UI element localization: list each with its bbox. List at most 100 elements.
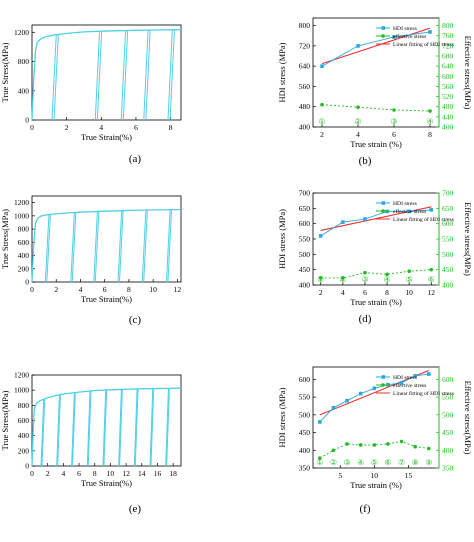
plot-frame bbox=[312, 366, 440, 469]
y-tick-label: 0 bbox=[25, 462, 29, 471]
y-tick-label: 600 bbox=[299, 219, 311, 228]
legend-label: effective stress bbox=[393, 382, 426, 389]
y-tick-label: 700 bbox=[299, 189, 311, 198]
x-tick-label: 12 bbox=[174, 285, 182, 294]
y-tick-label: 0 bbox=[25, 116, 29, 125]
point-index-marker: ④ bbox=[357, 458, 364, 467]
y-tick-label: 1000 bbox=[14, 211, 29, 220]
x-tick-label: 4 bbox=[79, 285, 83, 294]
effective-point bbox=[356, 105, 360, 110]
unload-line bbox=[149, 388, 154, 467]
y2-tick-label: 400 bbox=[442, 446, 454, 455]
y-tick-label: 560 bbox=[299, 82, 311, 91]
reload-line bbox=[169, 29, 175, 121]
legend-label: effective stress bbox=[393, 208, 426, 215]
hdi-point bbox=[341, 220, 345, 224]
point-index-marker: ⑥ bbox=[384, 458, 391, 467]
unload-line bbox=[51, 34, 57, 121]
y2-tick-label: 400 bbox=[442, 123, 454, 132]
effective-point bbox=[320, 102, 324, 107]
x-tick-label: 2 bbox=[319, 288, 323, 297]
y-tick-label: 600 bbox=[299, 375, 311, 384]
y2-axis-label: Effective stress(MPa) bbox=[463, 36, 473, 110]
x-tick-label: 4 bbox=[99, 123, 103, 132]
legend-label: Linear fitting of HDI stress bbox=[393, 216, 454, 223]
panel-d: 2 4 6 8 10 12 400 450 500 550 600 650 700 400 450 500 55… bbox=[277, 189, 473, 326]
y-tick-label: 450 bbox=[299, 428, 311, 437]
x-tick-label: 2 bbox=[320, 130, 324, 139]
legend-swatch-marker bbox=[381, 375, 386, 379]
hdi-point bbox=[331, 405, 336, 410]
x-tick-label: 2 bbox=[46, 469, 50, 478]
panel-label: (b) bbox=[359, 155, 372, 167]
point-index-marker: ② bbox=[339, 275, 346, 284]
unload-line bbox=[167, 29, 173, 121]
y-tick-label: 640 bbox=[299, 62, 311, 71]
effective-point bbox=[385, 272, 389, 277]
reload-line bbox=[53, 34, 59, 121]
legend-label: HDI stress bbox=[393, 26, 417, 32]
x-tick-label: 12 bbox=[122, 469, 130, 478]
x-tick-label: 0 bbox=[30, 469, 34, 478]
effective-point bbox=[341, 276, 345, 280]
unload-line bbox=[44, 214, 50, 283]
y-tick-label: 400 bbox=[18, 86, 30, 95]
reload-line bbox=[71, 212, 77, 283]
hdi-point bbox=[358, 391, 363, 396]
panel-c: 0 2 4 6 8 10 12 0 200 400 600 800 1000 1200 True Strai… bbox=[0, 195, 182, 326]
unload-line bbox=[94, 31, 101, 121]
hdi-point bbox=[413, 374, 417, 378]
reload-line bbox=[72, 392, 76, 467]
unload-line bbox=[93, 211, 98, 283]
x-axis-label: True Strain(%) bbox=[81, 132, 132, 142]
hdi-point bbox=[318, 234, 323, 238]
y2-tick-label: 400 bbox=[442, 281, 454, 290]
effective-point bbox=[426, 446, 431, 451]
point-index-marker: ③ bbox=[343, 458, 350, 467]
legend-swatch-marker bbox=[381, 383, 385, 387]
x-tick-label: 10 bbox=[149, 285, 157, 294]
reload-line bbox=[134, 388, 139, 467]
x-tick-label: 8 bbox=[93, 469, 97, 478]
panel-label: (f) bbox=[360, 503, 371, 515]
reload-line bbox=[118, 210, 124, 283]
hdi-point bbox=[429, 208, 434, 212]
y-tick-label: 600 bbox=[18, 238, 30, 247]
reload-line bbox=[150, 388, 155, 467]
effective-point bbox=[429, 267, 434, 272]
y-axis-label: HDI stress (MPa) bbox=[277, 42, 287, 102]
unload-line bbox=[165, 209, 171, 283]
unload-line bbox=[165, 388, 169, 467]
y2-tick-label: 440 bbox=[442, 112, 454, 121]
x-tick-label: 5 bbox=[338, 471, 342, 480]
reload-line bbox=[41, 399, 46, 467]
y2-tick-label: 800 bbox=[442, 21, 454, 30]
point-index-marker: ⑨ bbox=[425, 458, 432, 467]
y-tick-label: 550 bbox=[299, 235, 311, 244]
reload-line bbox=[143, 210, 148, 283]
y-tick-label: 400 bbox=[299, 446, 311, 455]
x-tick-label: 14 bbox=[138, 469, 146, 478]
panel-b: 2 4 6 8400480560640720800400440480520560600… bbox=[277, 17, 473, 167]
envelope-curve bbox=[31, 29, 182, 121]
y2-tick-label: 450 bbox=[442, 265, 454, 274]
y-tick-label: 1200 bbox=[14, 371, 29, 380]
y-tick-label: 650 bbox=[299, 204, 311, 213]
point-index-marker: ④ bbox=[383, 275, 390, 284]
hdi-line bbox=[321, 31, 431, 67]
x-tick-label: 8 bbox=[169, 123, 173, 132]
effective-point bbox=[358, 443, 363, 447]
reload-line bbox=[46, 214, 51, 283]
y2-tick-label: 600 bbox=[442, 219, 454, 228]
panel-label: (d) bbox=[359, 313, 372, 325]
hdi-point bbox=[392, 35, 396, 39]
x-tick-label: 6 bbox=[134, 123, 138, 132]
hdi-point bbox=[407, 209, 411, 214]
y-tick-label: 800 bbox=[18, 57, 30, 66]
x-tick-label: 2 bbox=[65, 123, 69, 132]
reload-line bbox=[87, 390, 92, 467]
y2-tick-label: 760 bbox=[442, 31, 454, 40]
y-tick-label: 800 bbox=[299, 21, 311, 30]
y-tick-label: 480 bbox=[299, 102, 311, 111]
y2-tick-label: 350 bbox=[442, 464, 454, 473]
